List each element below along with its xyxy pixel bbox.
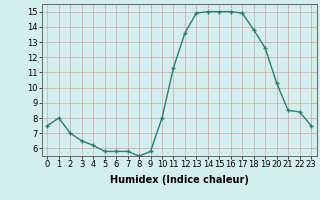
X-axis label: Humidex (Indice chaleur): Humidex (Indice chaleur) [110,175,249,185]
